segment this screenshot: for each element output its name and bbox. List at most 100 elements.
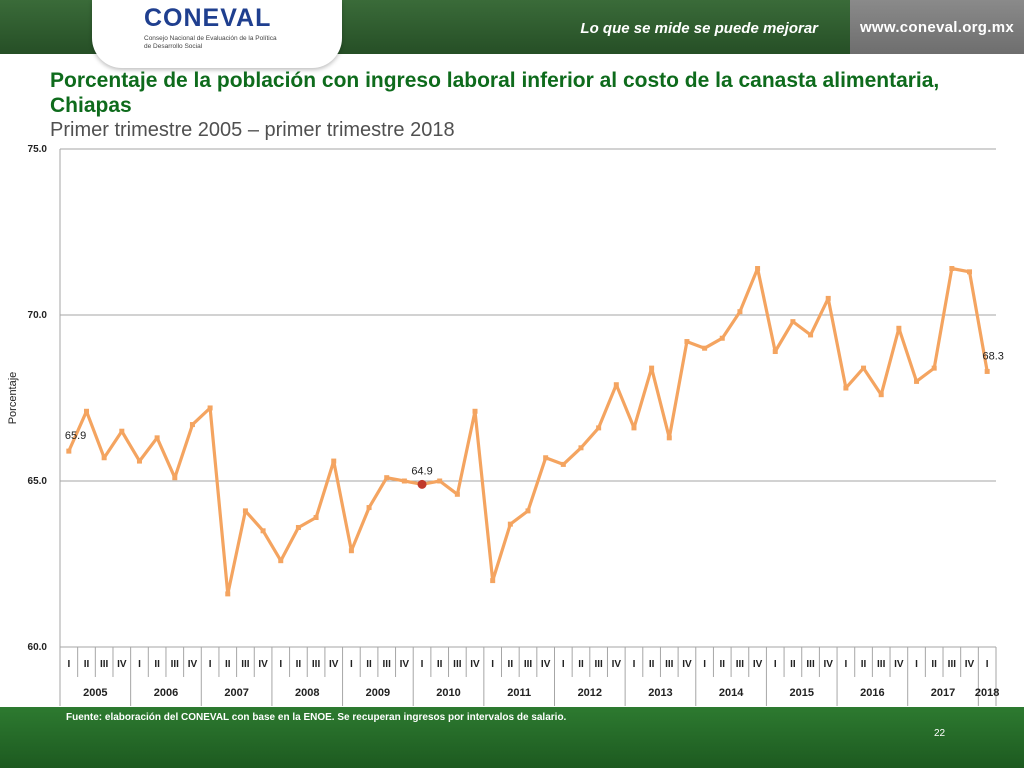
data-label: 68.3 (982, 350, 1003, 362)
coneval-logo: CONEVAL Consejo Nacional de Evaluación d… (92, 0, 342, 68)
x-tick-label: IV (541, 659, 551, 670)
year-label: 2014 (719, 687, 744, 699)
x-tick-label: II (154, 659, 160, 670)
x-tick-label: I (350, 659, 353, 670)
y-tick-label: 60.0 (28, 642, 48, 653)
x-tick-label: IV (823, 659, 833, 670)
x-tick-label: IV (965, 659, 975, 670)
source-note: Fuente: elaboración del CONEVAL con base… (66, 712, 567, 723)
data-point (649, 365, 655, 371)
data-point (401, 478, 407, 484)
data-point (949, 266, 955, 272)
x-tick-label: II (931, 659, 937, 670)
x-tick-label: III (312, 659, 321, 670)
data-point (225, 591, 231, 597)
data-point (313, 515, 319, 521)
x-tick-label: III (665, 659, 674, 670)
x-tick-label: II (508, 659, 514, 670)
x-tick-label: IV (258, 659, 268, 670)
data-point (684, 339, 690, 345)
data-point (295, 524, 301, 530)
chart-subtitle: Primer trimestre 2005 – primer trimestre… (50, 119, 455, 141)
x-tick-label: II (296, 659, 302, 670)
y-tick-label: 75.0 (28, 144, 48, 155)
highlight-point (417, 479, 427, 489)
x-tick-label: I (421, 659, 424, 670)
year-label: 2017 (931, 687, 955, 699)
x-tick-label: IV (188, 659, 198, 670)
logo-wordmark: CONEVAL (144, 4, 272, 32)
year-label: 2016 (860, 687, 884, 699)
data-point (525, 508, 531, 514)
data-point (454, 491, 460, 497)
y-tick-label: 65.0 (28, 476, 48, 487)
data-point (719, 335, 725, 341)
data-point (790, 319, 796, 325)
data-point (348, 548, 354, 554)
page-number: 22 (934, 728, 946, 739)
y-tick-label: 70.0 (28, 310, 48, 321)
data-point (631, 425, 637, 431)
x-tick-label: I (209, 659, 212, 670)
data-point (101, 455, 107, 461)
x-tick-label: I (915, 659, 918, 670)
x-tick-label: I (844, 659, 847, 670)
data-point (613, 382, 619, 388)
x-tick-label: I (562, 659, 565, 670)
year-label: 2009 (366, 687, 390, 699)
year-label: 2018 (975, 687, 999, 699)
year-label: 2008 (295, 687, 319, 699)
x-tick-label: III (524, 659, 533, 670)
data-point (242, 508, 248, 514)
x-tick-label: I (703, 659, 706, 670)
x-tick-label: IV (682, 659, 692, 670)
footer-bar (0, 707, 1024, 768)
header-bar: CONEVAL Consejo Nacional de Evaluación d… (0, 0, 1024, 68)
x-tick-label: IV (470, 659, 480, 670)
x-tick-label: III (594, 659, 603, 670)
x-tick-label: IV (329, 659, 339, 670)
data-point (507, 521, 513, 527)
data-point (278, 558, 284, 564)
data-point (366, 505, 372, 511)
x-tick-label: II (225, 659, 231, 670)
x-tick-label: III (100, 659, 109, 670)
data-point (737, 309, 743, 315)
x-tick-label: III (736, 659, 745, 670)
x-tick-label: IV (117, 659, 127, 670)
data-point (984, 368, 990, 374)
year-label: 2006 (154, 687, 178, 699)
x-tick-label: I (279, 659, 282, 670)
x-tick-label: II (437, 659, 443, 670)
year-label: 2010 (436, 687, 460, 699)
data-point (772, 349, 778, 355)
website-url[interactable]: www.coneval.org.mx (850, 0, 1024, 54)
data-point (437, 478, 443, 484)
data-point (83, 408, 89, 414)
data-label: 64.9 (411, 465, 432, 477)
x-tick-label: III (241, 659, 250, 670)
x-tick-label: II (719, 659, 725, 670)
data-point (472, 408, 478, 414)
year-label: 2013 (648, 687, 672, 699)
x-tick-label: IV (753, 659, 763, 670)
data-point (914, 378, 920, 384)
x-tick-label: II (861, 659, 867, 670)
slogan: Lo que se mide se puede mejorar (580, 20, 818, 37)
data-point (967, 269, 973, 275)
data-point (931, 365, 937, 371)
y-axis-label: Porcentaje (7, 372, 19, 425)
data-point (207, 405, 213, 411)
x-tick-label: I (774, 659, 777, 670)
x-tick-label: III (806, 659, 815, 670)
data-point (136, 458, 142, 464)
year-label: 2015 (789, 687, 813, 699)
data-point (861, 365, 867, 371)
x-tick-label: I (138, 659, 141, 670)
year-label: 2005 (83, 687, 107, 699)
x-tick-label: IV (894, 659, 904, 670)
data-point (878, 392, 884, 398)
x-tick-label: IV (612, 659, 622, 670)
data-point (896, 325, 902, 331)
